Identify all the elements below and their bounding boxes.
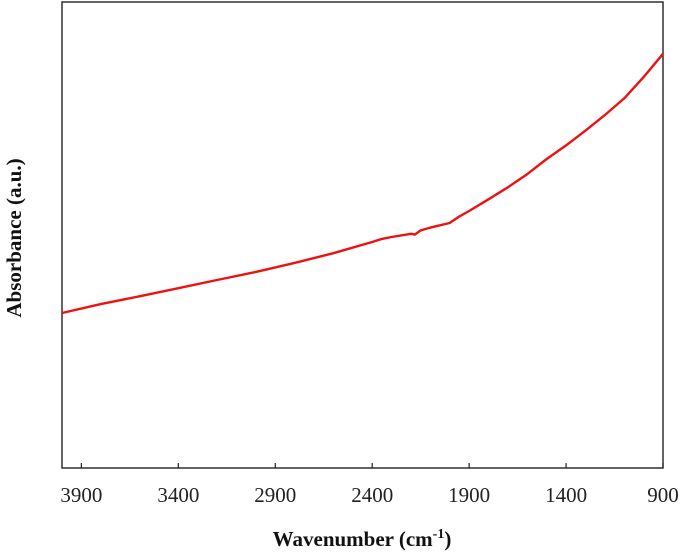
x-tick-label: 2400 bbox=[351, 483, 393, 507]
x-axis-title: Wavenumber (cm-1) bbox=[273, 527, 452, 551]
x-tick-label: 1400 bbox=[545, 483, 587, 507]
x-axis-tick-labels: 3900 3400 2900 2400 1900 1400 900 bbox=[60, 483, 678, 507]
series-line bbox=[61, 53, 664, 315]
y-axis-title: Absorbance (a.u.) bbox=[2, 158, 26, 317]
x-axis-title-superscript: -1 bbox=[433, 527, 445, 542]
x-tick-label: 3900 bbox=[60, 483, 102, 507]
x-tick-label: 3400 bbox=[157, 483, 199, 507]
x-tick-label: 2900 bbox=[254, 483, 296, 507]
x-tick-label: 1900 bbox=[448, 483, 490, 507]
x-axis-ticks bbox=[80, 463, 664, 468]
plot-frame bbox=[61, 1, 664, 469]
x-tick-label: 900 bbox=[647, 483, 679, 507]
